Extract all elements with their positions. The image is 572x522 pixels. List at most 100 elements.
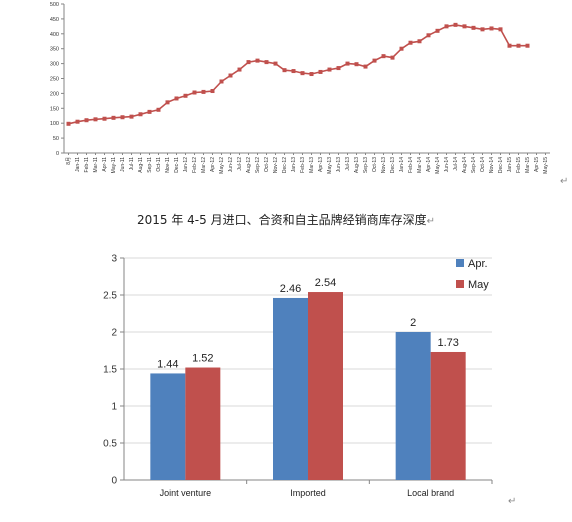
bar-data-label: 2: [410, 317, 416, 329]
line-y-tick-label: 450: [50, 17, 59, 23]
bar-y-tick-label: 2: [111, 328, 117, 339]
bar-category-label: Local brand: [407, 488, 454, 498]
line-x-tick-label: Dec-13: [390, 157, 396, 173]
line-point: [525, 43, 530, 48]
line-point: [480, 27, 485, 32]
line-point: [255, 58, 260, 63]
line-point: [390, 55, 395, 60]
line-x-tick-label: May-13: [327, 157, 333, 174]
line-x-tick-label: Dec-11: [174, 157, 180, 173]
legend-label-may: May: [468, 279, 489, 291]
bar-y-tick-label: 0: [111, 476, 117, 487]
line-x-tick-label: Aug-11: [138, 157, 144, 173]
line-point: [453, 22, 458, 27]
legend-swatch-apr: [456, 259, 464, 267]
bar-y-tick-label: 3: [111, 254, 117, 265]
line-x-tick-label: Apr-12: [210, 157, 216, 172]
line-x-tick-label: May-14: [435, 157, 441, 174]
line-point: [237, 67, 242, 72]
line-point: [84, 118, 89, 123]
line-x-tick-label: Jul-13: [345, 157, 351, 171]
bar-y-tick-label: 1: [111, 402, 117, 413]
line-x-tick-label: Sep-11: [147, 157, 153, 173]
line-x-tick-label: Jul-11: [129, 157, 135, 170]
line-point: [291, 69, 296, 74]
line-y-tick-label: 350: [50, 47, 59, 53]
line-x-tick-label: Dec-14: [498, 157, 504, 173]
line-point: [318, 69, 323, 74]
bar-apr: [273, 297, 308, 480]
line-x-tick-label: Apr-15: [534, 157, 540, 172]
inventory-trend-line-chart: 0 50 100 150 200 250 300 350 400 450 500 8月 Jan-11 Fe…: [40, 0, 562, 185]
line-point: [417, 39, 422, 44]
line-y-tick-label: 50: [53, 136, 59, 142]
line-point: [444, 24, 449, 29]
line-point: [309, 72, 314, 77]
line-point: [381, 54, 386, 59]
line-x-tick-label: Mar-11: [93, 157, 99, 173]
bar-may: [185, 367, 221, 480]
line-point: [120, 115, 125, 120]
line-point: [183, 93, 188, 98]
paragraph-mark-2: ↵: [508, 496, 517, 507]
line-point: [111, 115, 116, 120]
line-point: [192, 90, 197, 95]
bar-y-tick-label: 2.5: [103, 291, 117, 302]
line-series-path: [68, 24, 528, 125]
line-x-tick-label: Oct-11: [156, 157, 162, 172]
line-point: [165, 100, 170, 105]
line-point: [399, 46, 404, 51]
bar-data-label: 1.44: [157, 358, 178, 370]
caption-paragraph-mark: ↵: [426, 216, 435, 227]
line-point: [129, 114, 134, 119]
legend-label-apr: Apr.: [468, 258, 488, 270]
line-point: [507, 43, 512, 48]
bar-data-label: 2.46: [280, 283, 301, 295]
line-point: [246, 60, 251, 65]
line-x-tick-label: Feb-14: [408, 157, 414, 173]
line-point: [228, 73, 233, 78]
line-point: [363, 64, 368, 69]
line-point: [273, 61, 278, 66]
line-x-tick-label: Dec-12: [282, 157, 288, 173]
line-x-tick-label: 8月: [66, 157, 72, 165]
line-point: [345, 61, 350, 66]
line-point: [336, 66, 341, 71]
line-point: [282, 68, 287, 73]
line-x-tick-label: Aug-12: [246, 157, 252, 173]
line-x-tick-label: Jun-13: [336, 157, 342, 173]
line-x-tick-label: Nov-11: [165, 157, 171, 173]
line-point: [498, 27, 503, 32]
line-point: [219, 79, 224, 84]
line-point: [174, 96, 179, 101]
line-x-tick-label: Jan-12: [183, 157, 189, 173]
line-point: [102, 116, 107, 121]
line-y-tick-label: 400: [50, 32, 59, 38]
line-x-tick-label: Jan-14: [399, 157, 405, 173]
bar-y-tick-label: 1.5: [103, 365, 117, 376]
line-point: [489, 26, 494, 31]
line-x-tick-label: Aug-14: [462, 157, 468, 173]
line-point: [138, 112, 143, 117]
line-y-tick-label: 150: [50, 106, 59, 112]
bar-data-label: 1.52: [192, 353, 213, 365]
line-x-tick-label: Apr-14: [426, 157, 432, 172]
line-point: [435, 28, 440, 33]
line-x-tick-label: Nov-12: [273, 157, 279, 173]
line-x-tick-label: Jul-12: [237, 157, 243, 171]
line-y-tick-label: 300: [50, 62, 59, 68]
line-point: [354, 62, 359, 67]
line-x-tick-label: Sep-14: [471, 157, 477, 173]
bar-apr: [395, 332, 431, 480]
line-x-tick-label: May-15: [543, 157, 549, 174]
line-x-tick-label: Mar-12: [201, 157, 207, 173]
line-x-tick-label: Sep-12: [255, 157, 261, 173]
line-point: [300, 71, 305, 76]
line-point: [75, 119, 80, 124]
line-point: [327, 67, 332, 72]
line-y-tick-label: 500: [50, 2, 59, 8]
bar-apr: [150, 373, 186, 480]
